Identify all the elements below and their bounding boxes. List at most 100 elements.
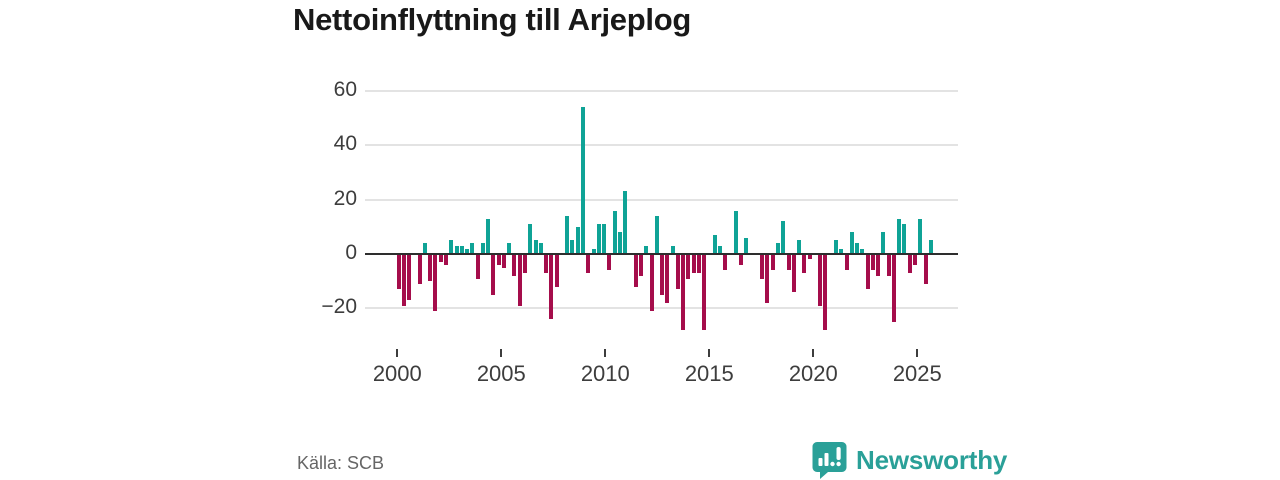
bar-negative (549, 254, 554, 320)
bar-positive (454, 245, 459, 254)
bar-positive (459, 245, 464, 254)
bar-negative (913, 254, 917, 265)
x-axis-tick-label: 2000 (372, 361, 422, 386)
gridline (365, 198, 958, 201)
bar-positive (538, 243, 543, 254)
bar-negative (491, 254, 496, 295)
bar-negative (438, 254, 443, 263)
bar-positive (449, 240, 454, 254)
bar-negative (501, 254, 506, 268)
bar-positive (797, 240, 801, 254)
x-axis-tick (604, 349, 607, 357)
bar-negative (675, 254, 680, 290)
bar-negative (686, 254, 691, 279)
bar-negative (818, 254, 823, 306)
gridline (365, 89, 958, 92)
bar-negative (544, 254, 549, 273)
y-axis-tick-label: −20 (321, 295, 357, 319)
bar-positive (654, 215, 659, 254)
gridline (365, 307, 958, 310)
bar-negative (396, 254, 401, 290)
newsworthy-logo-icon (812, 441, 847, 479)
bar-positive (596, 224, 601, 254)
bar-negative (876, 254, 881, 276)
x-axis-tick (916, 349, 919, 357)
x-axis-tick-label: 2005 (476, 361, 526, 386)
bar-positive (928, 240, 933, 254)
x-axis-tick-label: 2015 (684, 361, 734, 386)
bar-positive (833, 240, 838, 254)
bar-negative (517, 254, 522, 306)
y-axis-tick-label: 40 (333, 132, 357, 156)
y-axis-tick-label: 0 (345, 241, 357, 264)
x-axis-tick-label: 2020 (788, 361, 838, 386)
bar-negative (865, 254, 870, 290)
bar-positive (528, 224, 533, 254)
bar-negative (428, 254, 433, 282)
bar-negative (696, 254, 701, 273)
bar-negative (407, 254, 411, 301)
bar-positive (507, 243, 512, 254)
bar-negative (554, 254, 559, 287)
x-axis-tick (812, 349, 815, 357)
y-axis-tick-label: 20 (333, 186, 357, 210)
source-note: Källa: SCB (297, 453, 385, 473)
bar-positive (881, 232, 886, 254)
newsworthy-logo-text: Newsworthy (856, 444, 1008, 475)
bar-negative (702, 254, 707, 331)
bar-positive (644, 245, 649, 254)
bar-negative (760, 254, 765, 279)
bar-positive (839, 248, 844, 254)
bar-negative (923, 254, 928, 284)
bar-positive (602, 224, 606, 254)
bar-positive (775, 243, 780, 254)
bar-positive (591, 248, 596, 254)
bar-negative (607, 254, 612, 271)
bar-positive (849, 232, 854, 254)
bar-positive (480, 243, 485, 254)
bar-positive (470, 243, 475, 254)
y-axis-tick-label: 60 (333, 77, 357, 101)
bar-positive (565, 215, 570, 254)
bar-negative (765, 254, 770, 303)
bar-negative (791, 254, 796, 293)
bar-negative (739, 254, 743, 265)
bar-negative (443, 254, 448, 265)
bar-negative (401, 254, 406, 306)
chart-title: Nettoinflyttning till Arjeplog (293, 2, 691, 37)
gridline (365, 144, 958, 147)
bar-negative (586, 254, 591, 273)
bar-negative (660, 254, 664, 295)
bar-positive (718, 245, 722, 254)
bar-positive (533, 240, 538, 254)
bar-negative (512, 254, 517, 276)
bar-negative (886, 254, 891, 276)
bar-positive (897, 218, 902, 254)
bar-positive (581, 107, 585, 254)
x-axis-tick (708, 349, 711, 357)
bar-negative (417, 254, 422, 284)
bar-positive (465, 248, 469, 254)
bar-positive (623, 191, 628, 254)
bar-positive (575, 226, 580, 254)
bar-negative (891, 254, 896, 322)
bar-positive (860, 248, 865, 254)
bar-positive (744, 237, 749, 254)
bar-negative (433, 254, 438, 312)
bar-negative (870, 254, 875, 271)
bar-negative (823, 254, 828, 331)
bar-negative (723, 254, 728, 271)
bar-negative (844, 254, 849, 271)
bar-negative (681, 254, 686, 331)
bar-positive (612, 210, 617, 254)
bar-positive (670, 245, 675, 254)
bar-negative (475, 254, 480, 279)
newsworthy-logo[interactable]: Newsworthy (812, 441, 1007, 479)
bar-positive (617, 232, 622, 254)
bar-negative (907, 254, 912, 273)
bar-negative (786, 254, 791, 271)
bar-negative (633, 254, 638, 287)
x-axis-tick (500, 349, 503, 357)
bar-positive (855, 243, 859, 254)
